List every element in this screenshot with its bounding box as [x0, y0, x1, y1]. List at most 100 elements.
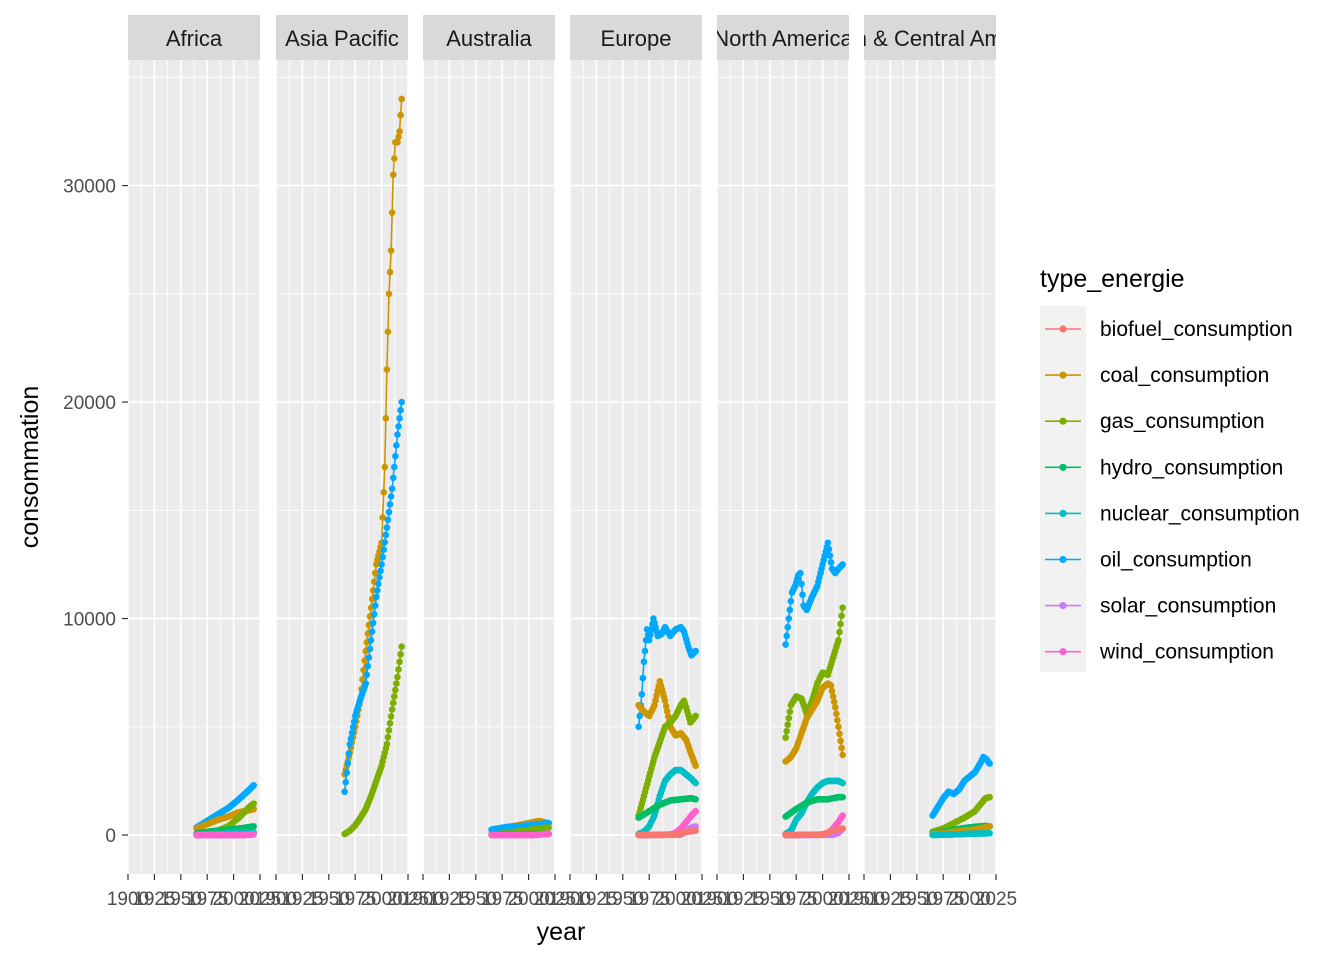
data-point-gas-consumption [397, 650, 404, 658]
data-point-gas-consumption [545, 824, 552, 831]
x-axis-title: year [537, 918, 586, 946]
legend-label: solar_consumption [1100, 595, 1276, 618]
data-point-coal-consumption [389, 171, 397, 179]
data-point-coal-consumption [397, 111, 404, 119]
data-point-coal-consumption [831, 704, 839, 711]
data-point-oil-consumption [798, 580, 805, 588]
data-point-oil-consumption [368, 628, 376, 635]
facet-strip-label: Africa [166, 26, 223, 51]
data-point-wind-consumption [839, 812, 846, 819]
data-point-oil-consumption [388, 485, 396, 492]
data-point-coal-consumption [663, 707, 671, 715]
legend-label: hydro_consumption [1100, 456, 1283, 479]
data-point-coal-consumption [379, 514, 386, 521]
data-point-oil-consumption [393, 442, 400, 449]
data-point-wind-consumption [250, 831, 257, 838]
data-point-gas-consumption [386, 720, 394, 727]
panel-grid [863, 60, 997, 874]
legend-key-point [1059, 602, 1067, 610]
panel-grid [422, 60, 556, 874]
data-point-oil-consumption [986, 760, 993, 767]
legend-item-gas-consumption: gas_consumption [1045, 410, 1265, 433]
data-point-oil-consumption [346, 740, 354, 748]
y-tick-label: 10000 [63, 610, 116, 631]
data-point-oil-consumption [382, 531, 390, 539]
data-point-oil-consumption [396, 414, 403, 422]
data-point-oil-consumption [392, 452, 399, 460]
x-tick-label: 1925 [869, 889, 911, 910]
data-point-oil-consumption [350, 718, 358, 725]
data-point-oil-consumption [825, 545, 833, 553]
legend-item-solar-consumption: solar_consumption [1045, 595, 1276, 618]
data-point-oil-consumption [636, 712, 643, 720]
data-point-oil-consumption [365, 654, 373, 661]
data-point-gas-consumption [383, 740, 391, 748]
data-point-oil-consumption [364, 662, 372, 670]
data-point-coal-consumption [387, 247, 395, 254]
panel-series [929, 753, 993, 839]
data-point-oil-consumption [782, 641, 789, 648]
data-point-coal-consumption [388, 209, 396, 216]
data-point-coal-consumption [692, 762, 699, 770]
data-point-coal-consumption [360, 666, 367, 674]
data-point-oil-consumption [381, 539, 389, 546]
data-point-oil-consumption [386, 500, 394, 508]
facet-australia: Australia [422, 15, 556, 874]
data-point-gas-consumption [398, 643, 405, 650]
data-point-oil-consumption [824, 539, 832, 547]
legend-item-wind-consumption: wind_consumption [1045, 641, 1274, 664]
x-tick-label: 1925 [428, 889, 470, 910]
facet-strip [717, 15, 849, 60]
legend-label: coal_consumption [1100, 364, 1269, 387]
data-point-oil-consumption [638, 691, 646, 698]
data-point-oil-consumption [250, 781, 257, 789]
data-point-oil-consumption [398, 398, 405, 406]
facet-strip [864, 15, 996, 60]
data-point-gas-consumption [783, 727, 790, 735]
data-point-gas-consumption [394, 673, 401, 681]
data-point-oil-consumption [639, 674, 647, 682]
data-point-gas-consumption [838, 612, 845, 620]
x-tick-label: 1975 [186, 889, 228, 910]
data-point-nuclear-consumption [839, 779, 846, 787]
panel-series [635, 615, 699, 839]
x-tick-label: 1925 [575, 889, 617, 910]
panel-grid [716, 60, 850, 874]
data-point-oil-consumption [390, 463, 398, 471]
data-point-oil-consumption [839, 561, 846, 568]
x-tick-label: 1975 [334, 889, 376, 910]
data-point-oil-consumption [826, 552, 834, 560]
data-point-gas-consumption [786, 708, 794, 715]
x-tick-label: 1975 [628, 889, 670, 910]
x-tick-label: 1950 [749, 889, 791, 910]
legend-key-point [1059, 509, 1067, 517]
data-point-oil-consumption [344, 759, 352, 767]
facet-strip-label: Europe [601, 26, 672, 51]
data-point-gas-consumption [385, 726, 393, 734]
data-point-oil-consumption [787, 597, 795, 605]
data-point-oil-consumption [394, 431, 401, 438]
legend-key-point [1059, 417, 1067, 425]
x-tick-label: 2000 [360, 889, 402, 910]
facet-strip-label: North America [713, 26, 853, 51]
facet-strip [128, 15, 260, 60]
data-point-oil-consumption [347, 735, 355, 742]
data-point-gas-consumption [837, 620, 844, 628]
data-point-gas-consumption [784, 721, 792, 728]
data-point-gas-consumption [388, 706, 396, 713]
facet-north-america: North America [713, 15, 853, 874]
data-point-coal-consumption [381, 463, 389, 471]
data-point-oil-consumption [797, 569, 804, 577]
data-point-biofuel-consumption [692, 827, 699, 834]
x-tick-label: 2000 [948, 889, 990, 910]
facet-strip [423, 15, 555, 60]
data-point-oil-consumption [375, 580, 382, 588]
data-point-coal-consumption [830, 698, 838, 706]
data-point-oil-consumption [371, 602, 379, 609]
data-point-coal-consumption [382, 414, 390, 422]
legend-label: gas_consumption [1100, 410, 1265, 433]
x-tick-label: 1950 [896, 889, 938, 910]
data-point-coal-consumption [828, 687, 836, 695]
data-point-coal-consumption [986, 823, 993, 830]
data-point-coal-consumption [394, 138, 401, 146]
